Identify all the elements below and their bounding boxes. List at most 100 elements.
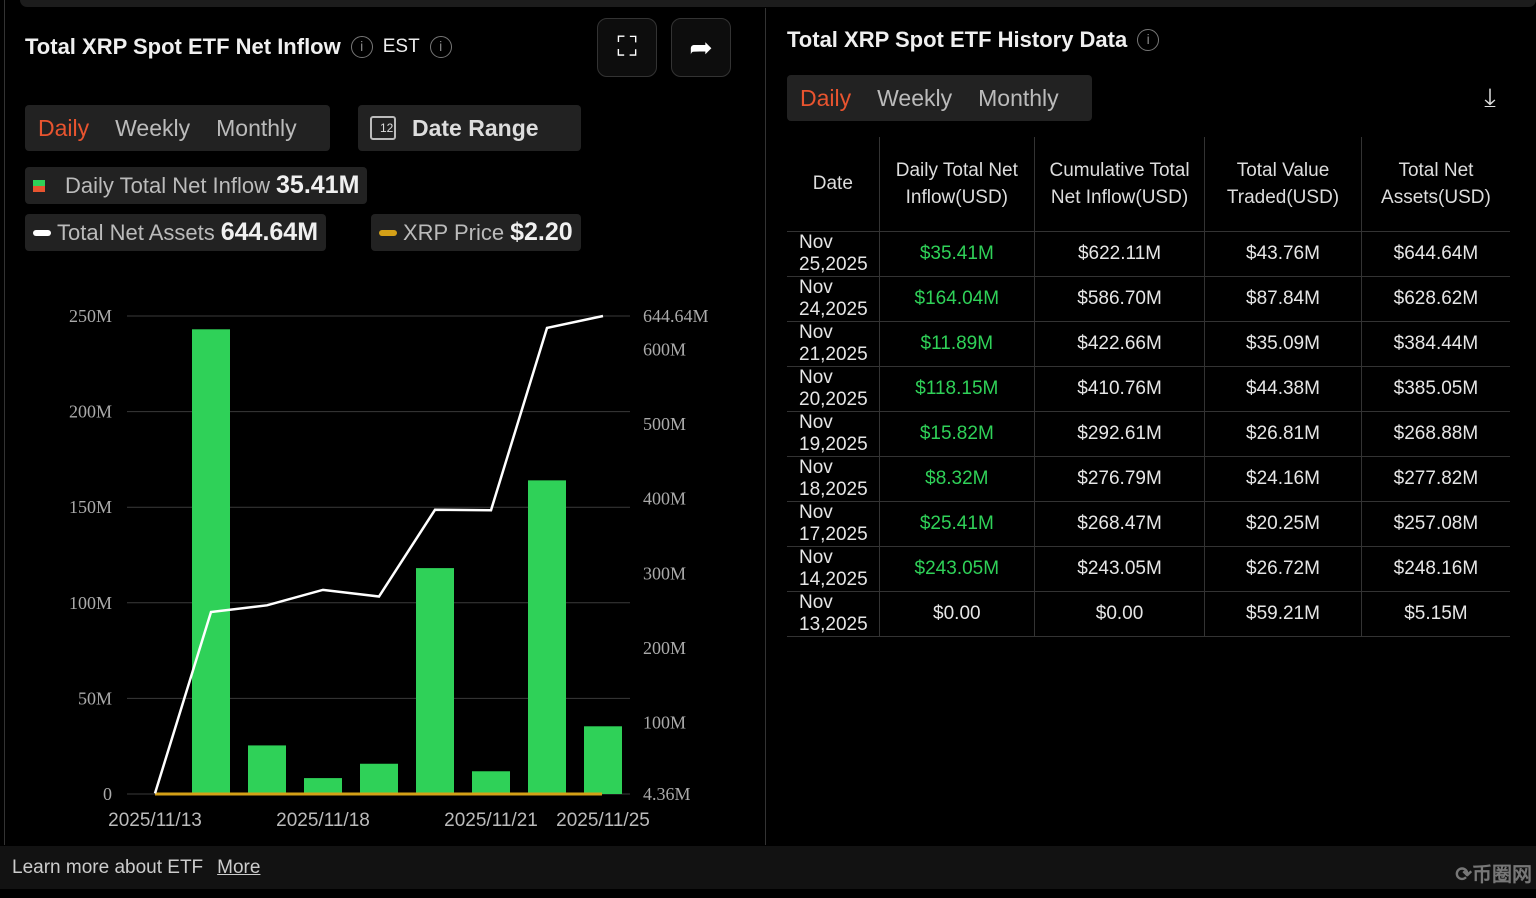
y-right-tick: 644.64M	[643, 306, 709, 326]
table-cell: $243.05M	[1034, 546, 1206, 592]
table-cell: $35.41M	[879, 231, 1035, 277]
table-cell: $24.16M	[1204, 456, 1362, 502]
table-cell: Nov 24,2025	[787, 276, 880, 322]
table-cell: $622.11M	[1034, 231, 1206, 277]
fullscreen-button[interactable]: ⛶	[597, 18, 657, 77]
table-cell: $422.66M	[1034, 321, 1206, 367]
table-cell: $44.38M	[1204, 366, 1362, 412]
table-cell: Nov 18,2025	[787, 456, 880, 502]
x-tick: 2025/11/18	[276, 810, 370, 831]
y-left-tick: 50M	[78, 688, 112, 708]
share-button[interactable]: ➦	[671, 18, 731, 77]
history-tab-monthly[interactable]: Monthly	[978, 84, 1059, 111]
table-cell: $0.00	[1034, 591, 1206, 637]
table-cell: $26.72M	[1204, 546, 1362, 592]
top-bar	[20, 0, 1536, 7]
tab-monthly[interactable]: Monthly	[216, 114, 297, 141]
table-cell: $164.04M	[879, 276, 1035, 322]
table-row: Nov 19,2025 $15.82M $292.61M $26.81M $268.88…	[787, 411, 1510, 457]
x-tick: 2025/11/25	[556, 810, 650, 831]
table-cell: $385.05M	[1361, 366, 1510, 412]
table-row: Nov 13,2025 $0.00 $0.00 $59.21M $5.15M	[787, 591, 1510, 637]
info-icon[interactable]: i	[1137, 29, 1160, 51]
inflow-bar	[528, 480, 566, 794]
y-right-tick: 500M	[643, 414, 686, 434]
info-icon[interactable]: i	[350, 36, 373, 58]
y-right-tick: 100M	[643, 713, 686, 733]
table-cell: $35.09M	[1204, 321, 1362, 367]
legend-assets[interactable]: Total Net Assets 644.64M	[25, 214, 327, 251]
column-header: Daily Total Net Inflow(USD)	[878, 137, 1035, 232]
inflow-legend-value: 35.41M	[276, 171, 360, 199]
inflow-legend-label: Daily Total Net Inflow	[65, 172, 271, 198]
legend-inflow[interactable]: Daily Total Net Inflow 35.41M	[25, 167, 368, 204]
history-tab-weekly[interactable]: Weekly	[877, 84, 953, 111]
date-range-label: Date Range	[412, 114, 539, 141]
footer-text: Learn more about ETF	[12, 856, 204, 878]
table-row: Nov 20,2025 $118.15M $410.76M $44.38M $385.0…	[787, 366, 1510, 412]
watermark-logo: ⟳币圈网	[1455, 864, 1532, 886]
table-cell: Nov 19,2025	[787, 411, 880, 457]
table-cell: $26.81M	[1204, 411, 1362, 457]
price-legend-value: $2.20	[510, 218, 573, 246]
price-legend-icon	[379, 229, 397, 236]
table-cell: Nov 14,2025	[787, 546, 880, 592]
table-cell: $410.76M	[1034, 366, 1206, 412]
table-row: Nov 21,2025 $11.89M $422.66M $35.09M $384.44…	[787, 321, 1510, 367]
table-cell: $644.64M	[1361, 231, 1510, 277]
column-header: Total Value Traded(USD)	[1204, 137, 1362, 232]
column-header: Date	[787, 137, 880, 232]
legend-price[interactable]: XRP Price $2.20	[371, 214, 581, 251]
y-left-tick: 250M	[69, 306, 112, 326]
table-cell: $43.76M	[1204, 231, 1362, 277]
inflow-bar	[192, 329, 230, 794]
y-right-tick: 600M	[643, 339, 686, 359]
y-right-tick: 4.36M	[643, 784, 691, 804]
column-header: Cumulative Total Net Inflow(USD)	[1033, 137, 1206, 232]
left-border	[4, 0, 5, 845]
table-cell: $248.16M	[1361, 546, 1510, 592]
y-right-tick: 200M	[643, 638, 686, 658]
tab-daily[interactable]: Daily	[38, 114, 90, 141]
table-cell: $0.00	[879, 591, 1035, 637]
x-tick: 2025/11/21	[444, 810, 538, 831]
table-cell: $586.70M	[1034, 276, 1206, 322]
inflow-bar	[584, 726, 622, 794]
inflow-legend-icon	[33, 179, 45, 192]
panel-divider	[765, 8, 766, 845]
table-cell: $5.15M	[1361, 591, 1510, 637]
chart-title: Total XRP Spot ETF Net Inflow	[25, 34, 341, 59]
assets-legend-label: Total Net Assets	[57, 219, 215, 245]
y-right-tick: 400M	[643, 489, 686, 509]
more-link[interactable]: More	[217, 856, 261, 878]
table-cell: $628.62M	[1361, 276, 1510, 322]
history-tab-daily[interactable]: Daily	[800, 84, 852, 111]
table-cell: Nov 20,2025	[787, 366, 880, 412]
tab-weekly[interactable]: Weekly	[115, 114, 191, 141]
table-cell: $276.79M	[1034, 456, 1206, 502]
table-cell: $257.08M	[1361, 501, 1510, 547]
table-cell: $8.32M	[879, 456, 1035, 502]
table-cell: Nov 25,2025	[787, 231, 880, 277]
period-tabs: Daily Weekly Monthly	[25, 105, 330, 151]
history-period-tabs: Daily Weekly Monthly	[787, 75, 1092, 121]
info-icon[interactable]: i	[429, 36, 452, 58]
download-button[interactable]: ⤓	[1474, 82, 1506, 114]
table-cell: $268.47M	[1034, 501, 1206, 547]
x-tick: 2025/11/13	[108, 810, 202, 831]
table-cell: Nov 21,2025	[787, 321, 880, 367]
table-cell: $243.05M	[879, 546, 1035, 592]
inflow-bar	[416, 568, 454, 794]
y-left-tick: 0	[103, 784, 112, 804]
chart-title-row: Total XRP Spot ETF Net Inflow i EST i	[25, 34, 452, 60]
date-range-button[interactable]: 12 Date Range	[358, 105, 581, 151]
history-title: Total XRP Spot ETF History Data	[787, 27, 1128, 52]
table-cell: $15.82M	[879, 411, 1035, 457]
fullscreen-icon: ⛶	[617, 31, 637, 62]
calendar-icon: 12	[370, 116, 396, 140]
table-cell: $292.61M	[1034, 411, 1206, 457]
table-row: Nov 25,2025 $35.41M $622.11M $43.76M $644.64…	[787, 231, 1510, 277]
inflow-bar	[304, 778, 342, 794]
share-icon: ➦	[689, 32, 713, 63]
table-cell: $11.89M	[879, 321, 1035, 367]
